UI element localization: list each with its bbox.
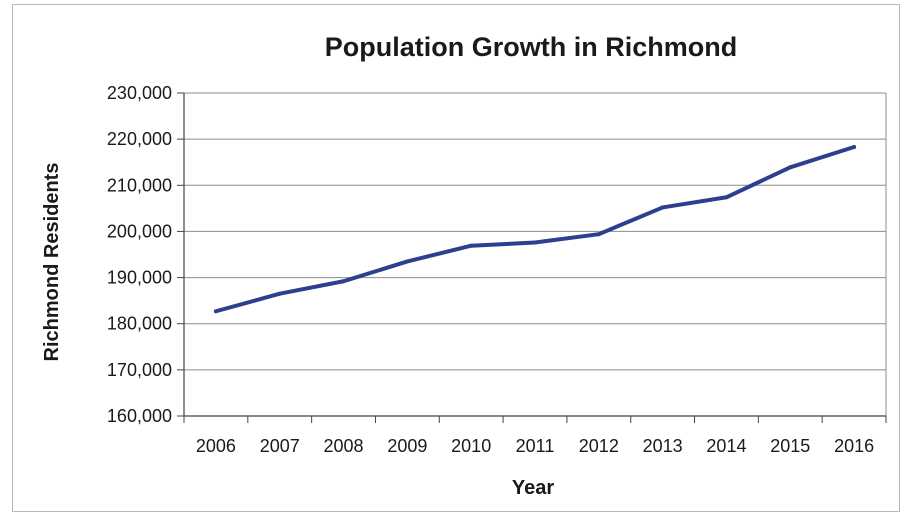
x-tick-label: 2013 xyxy=(643,436,683,456)
data-point xyxy=(469,243,474,248)
series-line xyxy=(213,144,857,314)
data-point xyxy=(341,279,346,284)
y-tick-label: 160,000 xyxy=(107,406,172,426)
x-tick-label: 2016 xyxy=(834,436,874,456)
x-tick-label: 2011 xyxy=(516,436,555,456)
y-tick-label: 220,000 xyxy=(107,129,172,149)
data-point xyxy=(788,165,793,170)
data-point xyxy=(724,195,729,200)
gridlines xyxy=(184,92,886,371)
x-tick-label: 2007 xyxy=(260,436,300,456)
data-point xyxy=(405,259,410,264)
tick-labels: 160,000 170,000 180,000 190,000 200,000 210,0… xyxy=(107,83,874,456)
chart-title: Population Growth in Richmond xyxy=(325,32,737,62)
chart-frame xyxy=(12,4,900,512)
data-point xyxy=(533,240,537,245)
axes xyxy=(177,92,887,423)
x-tick-label: 2010 xyxy=(451,436,491,456)
data-point xyxy=(852,144,857,149)
x-tick-label: 2015 xyxy=(770,436,810,456)
y-tick-label: 180,000 xyxy=(107,314,172,334)
x-tick-label: 2006 xyxy=(196,436,236,456)
data-point xyxy=(213,309,218,314)
x-tick-label: 2008 xyxy=(324,436,364,456)
data-point xyxy=(277,291,282,296)
y-tick-label: 210,000 xyxy=(107,175,172,195)
y-axis-label: Richmond Residents xyxy=(41,163,63,362)
y-tick-label: 170,000 xyxy=(107,360,172,380)
x-tick-label: 2014 xyxy=(706,436,746,456)
x-axis-label: Year xyxy=(512,477,554,499)
y-tick-label: 230,000 xyxy=(107,83,172,103)
x-tick-label: 2009 xyxy=(387,436,427,456)
series-layer xyxy=(213,144,857,314)
data-point xyxy=(660,205,665,210)
y-tick-label: 190,000 xyxy=(107,268,172,288)
data-point xyxy=(596,232,601,237)
x-tick-label: 2012 xyxy=(579,436,619,456)
y-tick-label: 200,000 xyxy=(107,221,172,241)
